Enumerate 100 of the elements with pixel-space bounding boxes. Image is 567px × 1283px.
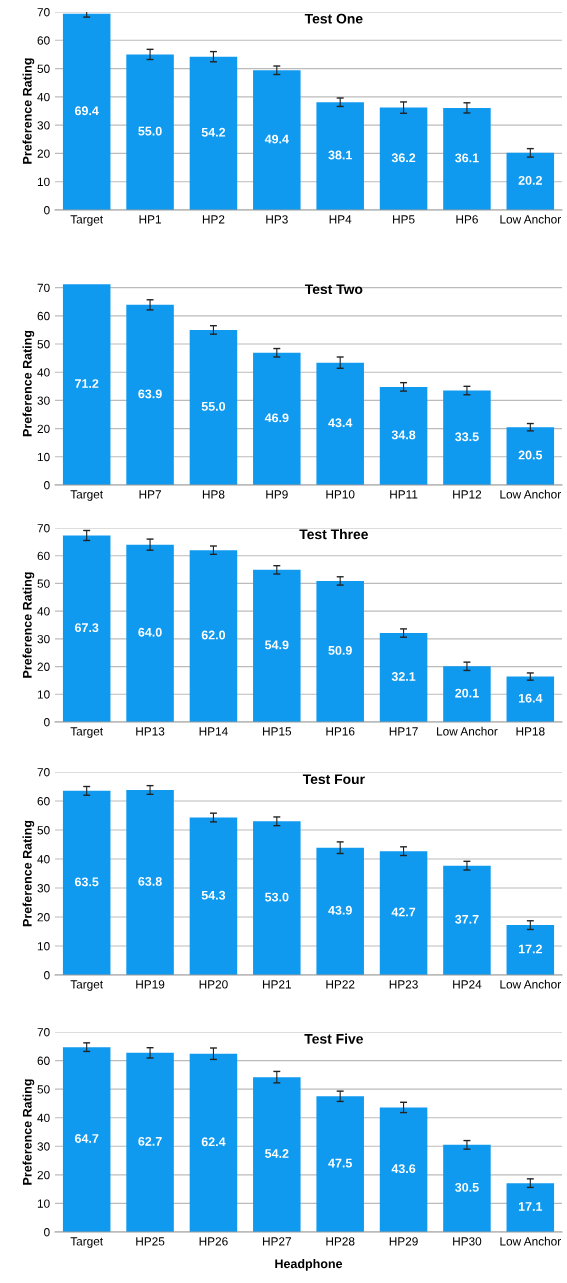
y-tick-label: 10 [37,942,50,951]
x-tick-label: HP16 [326,727,355,736]
x-tick-label: Low Anchor [500,214,561,224]
x-tick-label: Target [70,1237,104,1248]
chart-title: Test Two [304,284,363,295]
x-tick-label: HP22 [326,980,355,989]
y-tick-label: 70 [37,283,50,293]
x-tick-label: HP26 [199,1237,228,1246]
x-tick-label: HP5 [393,215,415,224]
bar [189,550,238,722]
bar [62,284,111,485]
data-label: 53.0 [265,892,289,902]
data-label: 30.5 [455,1182,479,1192]
data-label: 67.3 [74,623,99,633]
data-label: 42.7 [391,907,416,917]
x-tick-label: Low Anchor [437,726,498,736]
data-label: 64.0 [138,627,162,637]
data-label: 16.4 [518,693,543,703]
y-tick-label: 10 [37,690,50,699]
bar [189,1053,238,1232]
y-axis-title: Preference Rating [22,58,35,164]
x-tick-label: HP27 [263,1237,291,1246]
y-tick-label: 10 [37,1199,50,1208]
data-label: 62.7 [138,1136,162,1146]
y-tick-label: 50 [37,826,50,835]
x-tick-label: HP30 [453,1237,482,1246]
data-label: 47.5 [328,1158,352,1168]
bar [506,427,555,485]
data-label: 43.9 [328,905,352,915]
x-tick-label: HP2 [202,215,225,224]
y-tick-label: 20 [37,424,50,434]
bar [253,70,301,210]
bar [126,54,174,210]
y-axis-title: Preference Rating [22,572,35,678]
data-label: 64.7 [74,1134,99,1143]
x-tick-label: HP28 [326,1237,355,1246]
y-tick-label: 20 [37,149,50,158]
x-tick-label: Target [70,980,104,991]
data-label: 17.1 [518,1202,543,1211]
bar [506,1183,555,1232]
x-tick-label: HP23 [389,980,418,989]
x-tick-label: HP15 [263,727,292,736]
chart-title: Test Three [299,529,368,540]
data-label: 55.0 [138,126,162,136]
data-label: 54.2 [201,127,226,137]
data-label: 54.2 [265,1149,289,1158]
x-tick-label: HP21 [263,980,291,989]
data-label: 54.9 [265,640,289,650]
x-tick-label: HP7 [139,490,161,499]
bar [443,1144,491,1232]
x-tick-label: Target [70,215,104,226]
y-tick-label: 30 [37,1142,50,1151]
y-tick-label: 50 [37,579,50,588]
bar [253,1077,301,1232]
data-label: 43.4 [328,418,353,428]
x-tick-label: HP19 [136,980,165,989]
y-tick-label: 0 [44,718,50,727]
y-tick-label: 60 [37,551,50,561]
x-tick-label: HP17 [389,727,418,736]
bar [379,633,428,722]
bar [253,569,301,722]
x-tick-label: HP18 [516,727,545,736]
y-tick-label: 70 [37,8,50,17]
x-tick-label: Low Anchor [500,489,561,499]
data-label: 62.4 [201,1137,226,1147]
y-tick-label: 70 [37,1028,50,1037]
y-tick-label: 40 [37,1113,50,1123]
x-tick-label: HP29 [389,1237,418,1246]
x-tick-label: HP25 [136,1237,165,1246]
y-tick-label: 0 [44,1228,50,1237]
data-label: 20.5 [518,450,543,460]
bar [253,821,301,975]
y-tick-label: 30 [37,396,50,405]
bar [316,102,364,210]
x-tick-label: HP14 [199,727,228,736]
bar [506,925,555,975]
data-label: 43.6 [391,1164,416,1174]
y-axis-title: Preference Rating [22,820,35,927]
x-tick-label: HP6 [456,215,478,224]
x-tick-label: Target [70,727,104,738]
x-axis-title: Headphone [275,1258,343,1271]
bar [316,362,364,485]
x-tick-label: HP20 [199,980,228,989]
y-tick-label: 30 [37,634,50,644]
y-tick-label: 40 [37,607,50,616]
x-tick-label: HP8 [202,490,225,499]
data-label: 63.5 [74,877,99,887]
bar [443,390,491,485]
bar [443,865,491,975]
y-tick-label: 60 [37,36,50,45]
data-label: 46.9 [264,413,289,423]
y-tick-label: 50 [37,1085,50,1094]
y-tick-label: 20 [37,662,50,671]
bar [126,544,174,722]
x-tick-label: Low Anchor [500,1236,561,1246]
bar [189,329,238,485]
y-axis-title: Preference Rating [22,330,35,437]
bar [253,352,301,485]
y-tick-label: 0 [44,206,50,215]
y-tick-label: 60 [37,311,50,321]
